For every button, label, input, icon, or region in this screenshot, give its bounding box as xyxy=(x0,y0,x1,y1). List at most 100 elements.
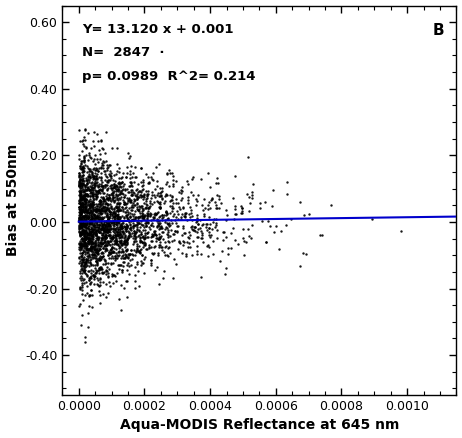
Point xyxy=(106,220,113,227)
Point xyxy=(78,176,85,183)
Point xyxy=(78,256,85,263)
Point xyxy=(84,191,91,198)
Point xyxy=(210,219,217,226)
Point xyxy=(103,165,111,172)
Point xyxy=(94,221,101,228)
Point xyxy=(79,176,86,183)
Point xyxy=(97,181,105,188)
Point xyxy=(75,215,83,222)
Point xyxy=(82,231,90,238)
Point xyxy=(96,206,103,213)
Point xyxy=(90,216,97,223)
Point xyxy=(93,217,101,224)
Point xyxy=(76,205,83,212)
Point xyxy=(120,254,127,261)
Point xyxy=(76,191,83,198)
Point xyxy=(94,262,101,269)
Point xyxy=(91,212,99,219)
Point xyxy=(91,223,98,230)
Point xyxy=(98,214,106,221)
Point xyxy=(111,197,118,204)
Point xyxy=(221,270,229,277)
Point xyxy=(194,226,201,233)
Point xyxy=(136,220,143,227)
Point xyxy=(83,162,91,170)
Point xyxy=(112,187,120,194)
Point xyxy=(107,250,114,257)
Point xyxy=(99,234,106,241)
Point xyxy=(222,234,230,241)
Point xyxy=(157,205,164,212)
Point xyxy=(121,213,128,220)
Point xyxy=(155,204,163,211)
Point xyxy=(90,242,97,249)
Point xyxy=(170,230,178,237)
Point xyxy=(155,236,162,243)
Point xyxy=(146,225,154,232)
Point xyxy=(99,162,107,169)
Point xyxy=(115,180,122,187)
Point xyxy=(80,236,88,243)
Point xyxy=(96,265,103,272)
Point xyxy=(82,233,90,240)
Point xyxy=(156,204,164,211)
Point xyxy=(109,240,116,247)
Point xyxy=(96,242,103,249)
Point xyxy=(249,180,257,187)
Point xyxy=(87,218,94,225)
Point xyxy=(82,152,89,159)
Point xyxy=(86,174,93,181)
Point xyxy=(179,223,187,230)
Point xyxy=(81,211,88,218)
Point xyxy=(111,272,119,279)
Point xyxy=(120,228,127,235)
Point xyxy=(76,178,83,185)
Point xyxy=(145,244,152,251)
Point xyxy=(164,215,172,223)
Point xyxy=(77,188,84,195)
Point xyxy=(160,212,167,219)
Point xyxy=(108,204,115,211)
Point xyxy=(97,219,105,226)
Point xyxy=(117,233,124,240)
Point xyxy=(112,232,120,239)
Point xyxy=(88,209,95,216)
Point xyxy=(135,213,142,220)
Point xyxy=(85,252,93,259)
Point xyxy=(88,220,96,227)
Point xyxy=(116,188,124,195)
Point xyxy=(106,194,114,201)
Point xyxy=(110,228,118,235)
Point xyxy=(116,206,124,213)
Point xyxy=(102,259,109,266)
Point xyxy=(80,214,88,221)
Point xyxy=(76,209,83,216)
Point xyxy=(92,248,99,255)
Point xyxy=(139,186,146,193)
Point xyxy=(85,186,92,193)
Point xyxy=(89,291,96,298)
Point xyxy=(77,206,84,213)
Point xyxy=(91,216,99,223)
Point xyxy=(150,232,157,239)
Point xyxy=(102,294,109,301)
Point xyxy=(106,240,113,247)
Point xyxy=(105,176,112,183)
Point xyxy=(219,229,226,236)
Point xyxy=(193,218,200,225)
Point xyxy=(106,251,113,258)
Point xyxy=(134,215,141,222)
Point xyxy=(164,226,171,233)
Point xyxy=(164,233,171,240)
Point xyxy=(194,247,201,254)
Point xyxy=(113,237,120,244)
Point xyxy=(100,221,108,228)
Point xyxy=(100,227,108,234)
Point xyxy=(85,230,92,237)
Point xyxy=(82,214,90,221)
Point xyxy=(113,219,120,226)
Point xyxy=(114,218,122,225)
Point xyxy=(100,239,108,246)
Point xyxy=(116,175,123,182)
Point xyxy=(92,166,100,173)
